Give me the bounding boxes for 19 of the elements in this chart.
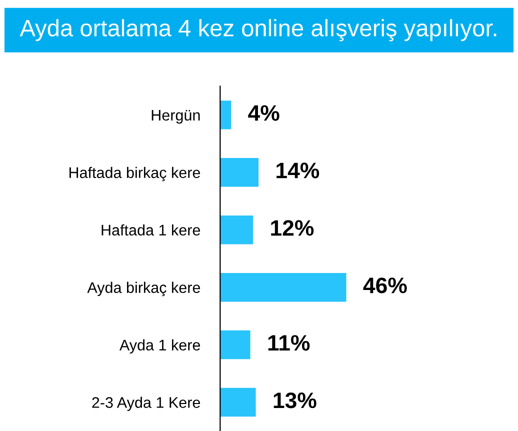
chart-title: Ayda ortalama 4 kez online alışveriş yapılıyor.	[20, 19, 496, 42]
y-tick-label: 2-3 Ayda 1 Kere	[92, 396, 200, 411]
data-label: 12%	[271, 220, 314, 236]
data-label: 4%	[248, 105, 280, 121]
bar	[220, 216, 254, 244]
bar	[220, 272, 346, 302]
bar	[220, 330, 250, 360]
data-label: 13%	[274, 392, 316, 408]
y-tick-label: Hergün	[152, 110, 200, 124]
bar	[220, 388, 256, 417]
y-tick-label: Haftada 1 kere	[102, 224, 200, 236]
y-tick-label: Ayda 1 kere	[119, 339, 200, 354]
bar	[220, 158, 259, 187]
data-label: 46%	[363, 278, 407, 294]
y-tick-label: Ayda birkaç kere	[87, 282, 200, 296]
data-label: 11%	[268, 335, 310, 351]
bar	[220, 100, 232, 130]
y-tick-label: Haftada birkaç kere	[69, 166, 200, 182]
data-label: 14%	[276, 162, 320, 178]
